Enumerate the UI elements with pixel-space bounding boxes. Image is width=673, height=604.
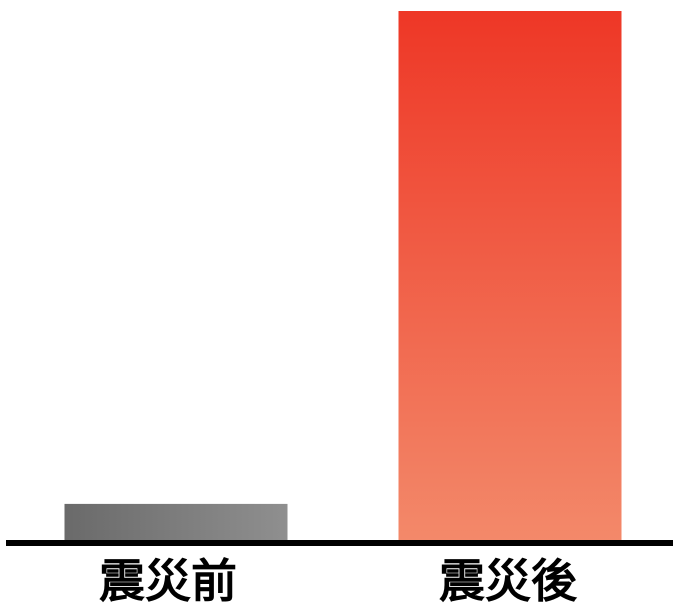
category-label-before: 震災前 — [99, 554, 237, 604]
bars-group — [65, 11, 622, 541]
category-label-after: 震災後 — [439, 554, 578, 604]
bar-after — [399, 11, 622, 541]
bar-before — [65, 504, 288, 541]
